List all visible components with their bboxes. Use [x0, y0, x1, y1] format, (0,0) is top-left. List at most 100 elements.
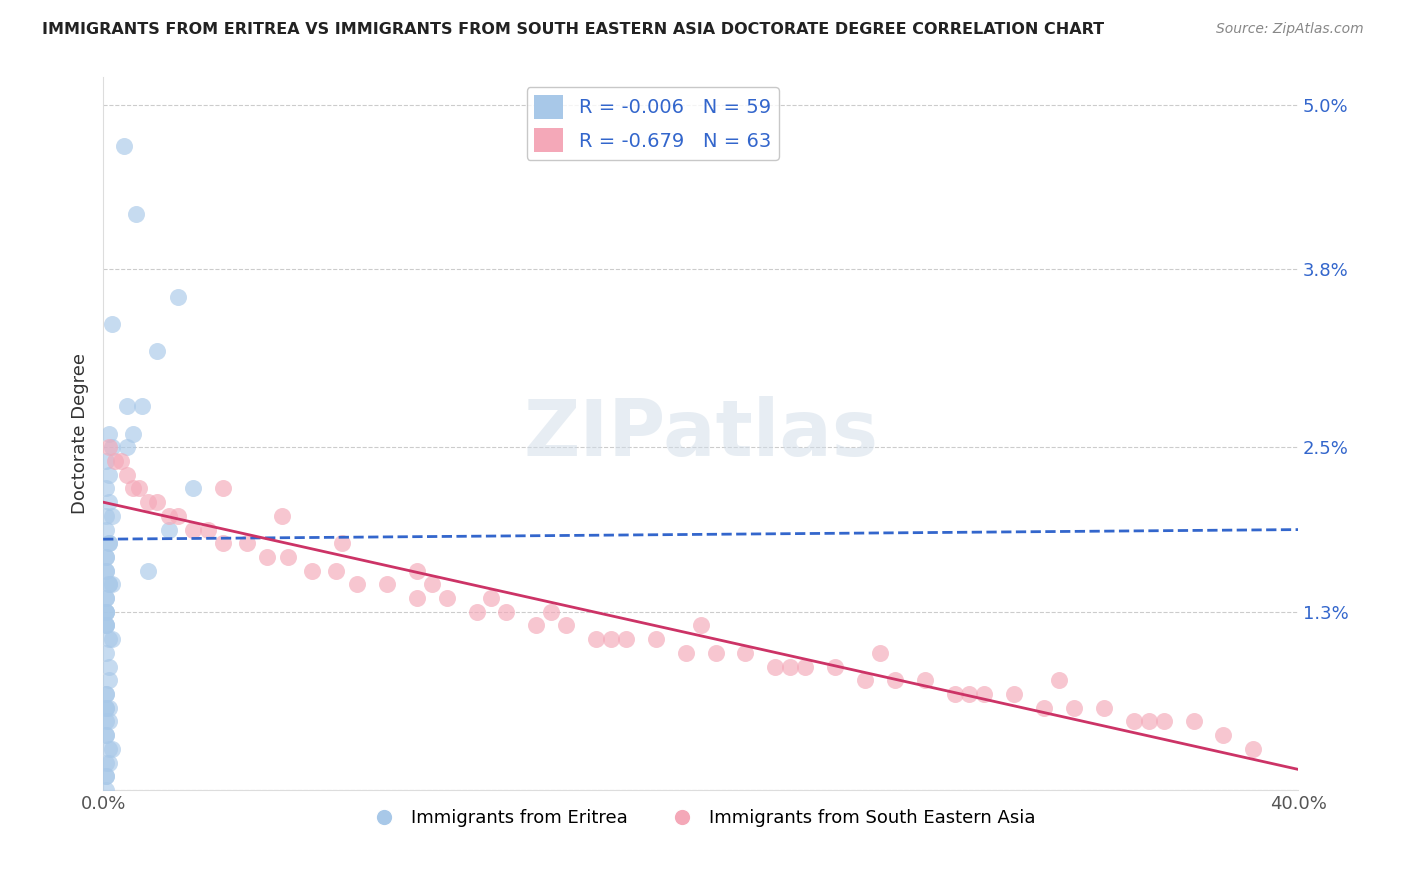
- Point: [465, 605, 488, 619]
- Point: [1212, 728, 1234, 742]
- Point: [943, 687, 966, 701]
- Point: [104, 454, 127, 468]
- Point: [524, 618, 547, 632]
- Point: [94, 482, 117, 496]
- Text: ZIPatlas: ZIPatlas: [523, 396, 879, 472]
- Point: [122, 482, 145, 496]
- Point: [94, 605, 117, 619]
- Point: [405, 564, 427, 578]
- Point: [112, 139, 135, 153]
- Point: [98, 467, 121, 482]
- Point: [98, 536, 121, 550]
- Point: [98, 700, 121, 714]
- Point: [136, 564, 159, 578]
- Point: [94, 549, 117, 564]
- Point: [94, 728, 117, 742]
- Point: [101, 577, 124, 591]
- Point: [94, 714, 117, 729]
- Point: [131, 399, 153, 413]
- Point: [98, 741, 121, 756]
- Y-axis label: Doctorate Degree: Doctorate Degree: [72, 353, 89, 514]
- Point: [101, 741, 124, 756]
- Point: [98, 495, 121, 509]
- Point: [146, 344, 169, 359]
- Point: [330, 536, 353, 550]
- Point: [1153, 714, 1175, 729]
- Point: [824, 659, 846, 673]
- Point: [325, 564, 347, 578]
- Point: [98, 714, 121, 729]
- Point: [94, 700, 117, 714]
- Point: [914, 673, 936, 688]
- Point: [197, 523, 219, 537]
- Point: [644, 632, 666, 647]
- Point: [436, 591, 458, 606]
- Point: [101, 317, 124, 331]
- Point: [1137, 714, 1160, 729]
- Point: [94, 687, 117, 701]
- Point: [94, 728, 117, 742]
- Point: [94, 618, 117, 632]
- Point: [94, 618, 117, 632]
- Point: [94, 605, 117, 619]
- Point: [883, 673, 905, 688]
- Point: [98, 673, 121, 688]
- Point: [689, 618, 711, 632]
- Point: [94, 769, 117, 783]
- Point: [94, 591, 117, 606]
- Point: [98, 426, 121, 441]
- Point: [166, 508, 188, 523]
- Point: [157, 523, 180, 537]
- Point: [973, 687, 995, 701]
- Point: [94, 564, 117, 578]
- Point: [704, 646, 727, 660]
- Point: [779, 659, 801, 673]
- Point: [1092, 700, 1115, 714]
- Point: [94, 605, 117, 619]
- Point: [94, 769, 117, 783]
- Text: Source: ZipAtlas.com: Source: ZipAtlas.com: [1216, 22, 1364, 37]
- Point: [794, 659, 817, 673]
- Point: [136, 495, 159, 509]
- Point: [98, 577, 121, 591]
- Point: [115, 399, 138, 413]
- Point: [1241, 741, 1264, 756]
- Point: [98, 577, 121, 591]
- Point: [1182, 714, 1205, 729]
- Point: [420, 577, 443, 591]
- Point: [94, 523, 117, 537]
- Point: [235, 536, 257, 550]
- Point: [600, 632, 623, 647]
- Point: [405, 591, 427, 606]
- Point: [98, 441, 121, 455]
- Point: [211, 536, 233, 550]
- Point: [346, 577, 368, 591]
- Point: [94, 549, 117, 564]
- Legend: Immigrants from Eritrea, Immigrants from South Eastern Asia: Immigrants from Eritrea, Immigrants from…: [359, 802, 1043, 834]
- Point: [1063, 700, 1085, 714]
- Point: [481, 591, 503, 606]
- Point: [146, 495, 169, 509]
- Point: [94, 700, 117, 714]
- Point: [853, 673, 876, 688]
- Point: [122, 426, 145, 441]
- Point: [94, 454, 117, 468]
- Point: [495, 605, 517, 619]
- Point: [277, 549, 299, 564]
- Point: [211, 482, 233, 496]
- Point: [869, 646, 891, 660]
- Point: [1122, 714, 1144, 729]
- Point: [166, 290, 188, 304]
- Point: [375, 577, 398, 591]
- Point: [614, 632, 637, 647]
- Point: [181, 482, 204, 496]
- Point: [1047, 673, 1070, 688]
- Point: [115, 441, 138, 455]
- Point: [1002, 687, 1025, 701]
- Point: [98, 632, 121, 647]
- Point: [675, 646, 697, 660]
- Point: [101, 441, 124, 455]
- Point: [94, 591, 117, 606]
- Point: [157, 508, 180, 523]
- Point: [301, 564, 323, 578]
